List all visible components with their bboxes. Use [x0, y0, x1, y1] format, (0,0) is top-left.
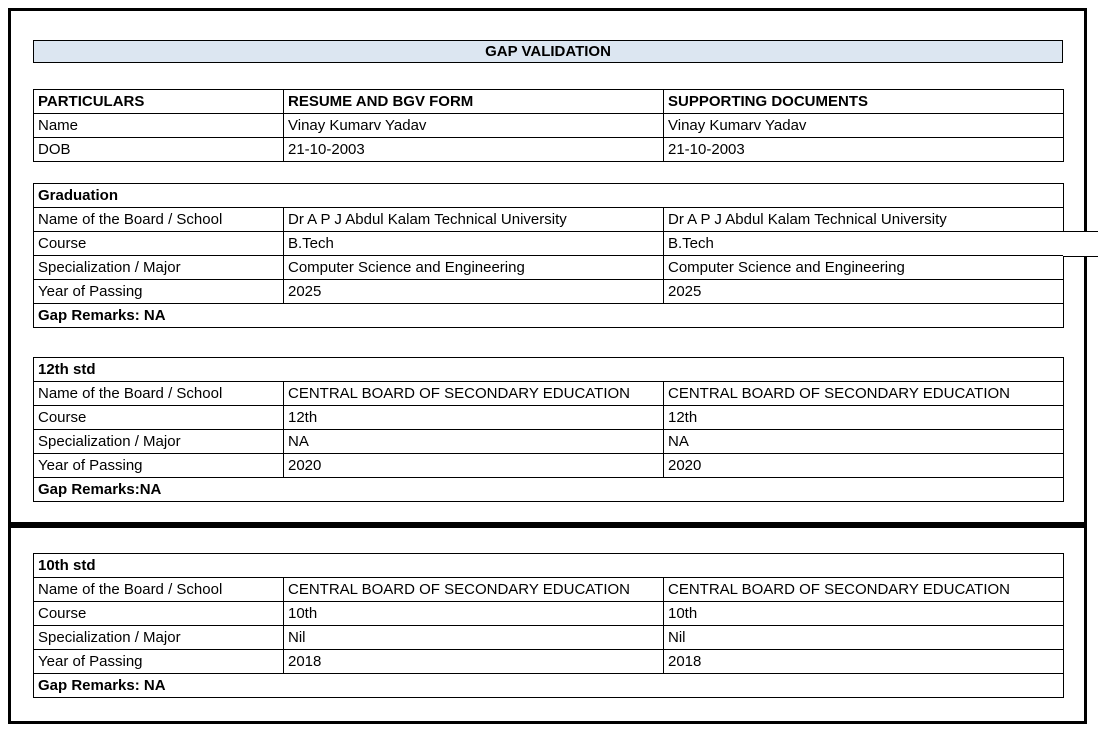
page-border-upper	[8, 8, 1087, 525]
table-row-specialization: Specialization / Major NA NA	[33, 429, 1065, 454]
document-title: GAP VALIDATION	[485, 43, 611, 60]
specialization-label-cell: Specialization / Major	[33, 625, 284, 650]
year-resume-value-cell: 2018	[283, 649, 664, 674]
name-supporting-value-cell: Vinay Kumarv Yadav	[663, 113, 1064, 138]
graduation-gap-remarks-row: Gap Remarks: NA	[32, 303, 1065, 328]
tenth-std-table: 10th std Name of the Board / School CENT…	[32, 553, 1065, 698]
board-label-cell: Name of the Board / School	[33, 577, 284, 602]
twelfth-std-table: 12th std Name of the Board / School CENT…	[32, 357, 1065, 502]
table-row-name: Name Vinay Kumarv Yadav Vinay Kumarv Yad…	[33, 113, 1064, 138]
board-label-cell: Name of the Board / School	[33, 381, 284, 406]
specialization-resume-value-cell: Nil	[283, 625, 664, 650]
document-title-bar: GAP VALIDATION	[33, 40, 1063, 63]
table-row-course: Course 10th 10th	[33, 601, 1065, 626]
header-particulars: PARTICULARS	[33, 89, 284, 114]
course-supporting-value-cell: B.Tech	[662, 231, 1065, 256]
year-resume-value-cell: 2020	[283, 453, 664, 478]
gap-remarks-cell: Gap Remarks: NA	[32, 303, 1065, 328]
page-border-lower	[8, 525, 1087, 724]
board-resume-value-cell: CENTRAL BOARD OF SECONDARY EDUCATION	[283, 577, 664, 602]
specialization-resume-value-cell: Computer Science and Engineering	[283, 255, 664, 280]
specialization-resume-value-cell: NA	[283, 429, 664, 454]
table-row-board-school: Name of the Board / School CENTRAL BOARD…	[33, 577, 1065, 602]
board-resume-value-cell: CENTRAL BOARD OF SECONDARY EDUCATION	[283, 381, 664, 406]
gap-remarks-cell: Gap Remarks: NA	[32, 673, 1065, 698]
dob-resume-value-cell: 21-10-2003	[283, 137, 664, 162]
course-row-spill-cell	[1063, 231, 1098, 257]
graduation-title-row: Graduation	[32, 183, 1065, 208]
specialization-supporting-value-cell: Computer Science and Engineering	[662, 255, 1065, 280]
section-title-cell: 10th std	[32, 553, 1065, 578]
course-label-cell: Course	[33, 405, 284, 430]
name-label-cell: Name	[33, 113, 284, 138]
board-supporting-value-cell: CENTRAL BOARD OF SECONDARY EDUCATION	[662, 381, 1065, 406]
board-label-cell: Name of the Board / School	[33, 207, 284, 232]
twelfth-title-row: 12th std	[32, 357, 1065, 382]
name-resume-value-cell: Vinay Kumarv Yadav	[283, 113, 664, 138]
course-supporting-value-cell: 10th	[662, 601, 1065, 626]
specialization-label-cell: Specialization / Major	[33, 255, 284, 280]
header-supporting-documents: SUPPORTING DOCUMENTS	[663, 89, 1064, 114]
particulars-header-row: PARTICULARS RESUME AND BGV FORM SUPPORTI…	[33, 89, 1064, 114]
board-supporting-value-cell: Dr A P J Abdul Kalam Technical Universit…	[662, 207, 1065, 232]
course-resume-value-cell: B.Tech	[283, 231, 664, 256]
dob-supporting-value-cell: 21-10-2003	[663, 137, 1064, 162]
course-label-cell: Course	[33, 601, 284, 626]
table-row-course: Course B.Tech B.Tech	[33, 231, 1065, 256]
section-title-cell: 12th std	[32, 357, 1065, 382]
year-label-cell: Year of Passing	[33, 453, 284, 478]
board-supporting-value-cell: CENTRAL BOARD OF SECONDARY EDUCATION	[662, 577, 1065, 602]
specialization-supporting-value-cell: NA	[662, 429, 1065, 454]
year-supporting-value-cell: 2025	[662, 279, 1065, 304]
dob-label-cell: DOB	[33, 137, 284, 162]
table-row-board-school: Name of the Board / School CENTRAL BOARD…	[33, 381, 1065, 406]
course-resume-value-cell: 10th	[283, 601, 664, 626]
specialization-supporting-value-cell: Nil	[662, 625, 1065, 650]
section-title-cell: Graduation	[32, 183, 1065, 208]
year-label-cell: Year of Passing	[33, 649, 284, 674]
course-label-cell: Course	[33, 231, 284, 256]
particulars-table: PARTICULARS RESUME AND BGV FORM SUPPORTI…	[33, 89, 1064, 162]
tenth-title-row: 10th std	[32, 553, 1065, 578]
table-row-year-of-passing: Year of Passing 2018 2018	[33, 649, 1065, 674]
tenth-gap-remarks-row: Gap Remarks: NA	[32, 673, 1065, 698]
year-label-cell: Year of Passing	[33, 279, 284, 304]
course-supporting-value-cell: 12th	[662, 405, 1065, 430]
board-resume-value-cell: Dr A P J Abdul Kalam Technical Universit…	[283, 207, 664, 232]
twelfth-gap-remarks-row: Gap Remarks:NA	[32, 477, 1065, 502]
table-row-specialization: Specialization / Major Nil Nil	[33, 625, 1065, 650]
table-row-course: Course 12th 12th	[33, 405, 1065, 430]
table-row-dob: DOB 21-10-2003 21-10-2003	[33, 137, 1064, 162]
graduation-table: Graduation Name of the Board / School Dr…	[32, 183, 1065, 328]
table-row-year-of-passing: Year of Passing 2020 2020	[33, 453, 1065, 478]
specialization-label-cell: Specialization / Major	[33, 429, 284, 454]
table-row-specialization: Specialization / Major Computer Science …	[33, 255, 1065, 280]
course-resume-value-cell: 12th	[283, 405, 664, 430]
table-row-year-of-passing: Year of Passing 2025 2025	[33, 279, 1065, 304]
year-supporting-value-cell: 2020	[662, 453, 1065, 478]
table-row-board-school: Name of the Board / School Dr A P J Abdu…	[33, 207, 1065, 232]
year-resume-value-cell: 2025	[283, 279, 664, 304]
gap-remarks-cell: Gap Remarks:NA	[32, 477, 1065, 502]
header-resume-bgv-form: RESUME AND BGV FORM	[283, 89, 664, 114]
year-supporting-value-cell: 2018	[662, 649, 1065, 674]
